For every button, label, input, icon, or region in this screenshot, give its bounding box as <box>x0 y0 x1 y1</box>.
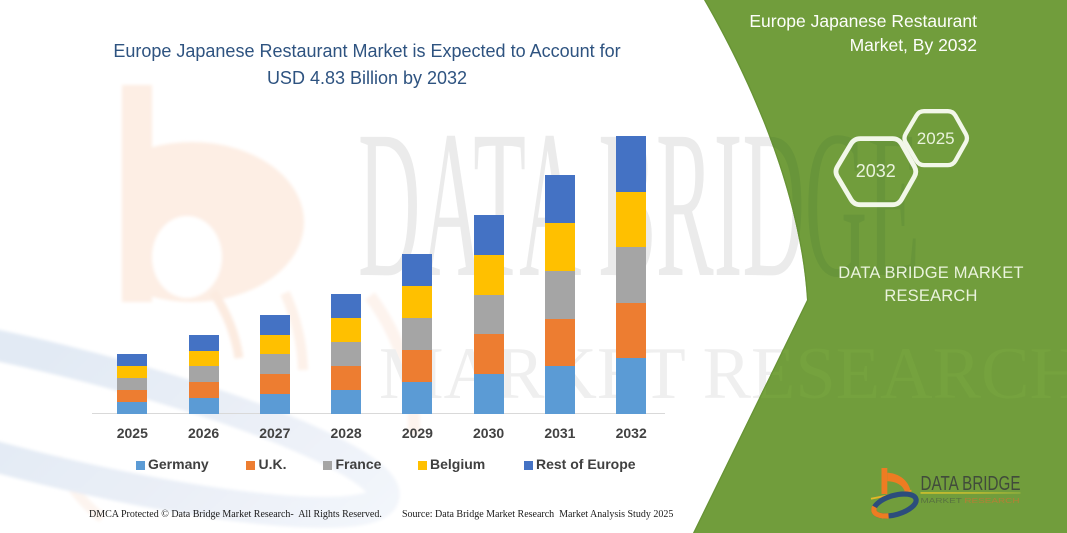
svg-text:DATA BRIDGE: DATA BRIDGE <box>921 473 1021 495</box>
svg-text:2032: 2032 <box>856 161 896 181</box>
svg-text:MARKET RESEARCH: MARKET RESEARCH <box>921 496 1020 505</box>
svg-text:2025: 2025 <box>917 129 955 148</box>
